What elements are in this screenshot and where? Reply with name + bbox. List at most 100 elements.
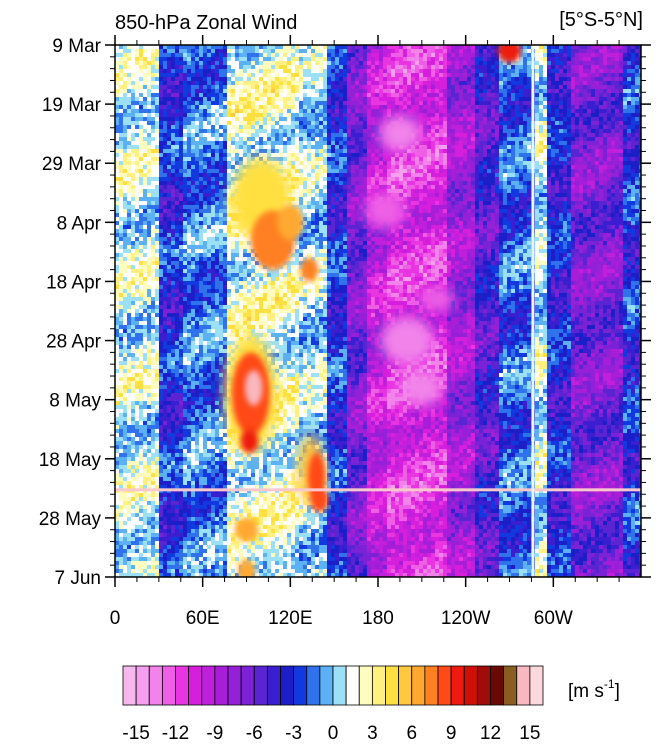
field-cell: [219, 233, 224, 238]
field-cell: [163, 433, 168, 438]
field-cell: [135, 209, 140, 214]
field-cell: [131, 201, 136, 206]
field-cell: [159, 261, 164, 266]
field-cell: [183, 573, 188, 577]
field-cell: [167, 297, 172, 302]
field-cell: [255, 65, 260, 70]
field-cell: [115, 149, 120, 154]
field-cell: [171, 273, 176, 278]
field-cell: [215, 181, 220, 186]
field-cell: [139, 153, 144, 158]
field-cell: [155, 193, 160, 198]
field-cell: [127, 549, 132, 554]
field-cell: [159, 237, 164, 242]
field-cell: [195, 265, 200, 270]
field-cell: [139, 193, 144, 198]
field-cell: [139, 477, 144, 482]
field-cell: [143, 169, 148, 174]
field-cell: [183, 289, 188, 294]
field-cell: [115, 349, 120, 354]
field-cell: [187, 537, 192, 542]
field-cell: [123, 189, 128, 194]
field-cell: [223, 149, 228, 154]
field-cell: [123, 381, 128, 386]
field-cell: [159, 161, 164, 166]
field-cell: [211, 97, 216, 102]
field-cell: [203, 313, 208, 318]
field-cell: [191, 293, 196, 298]
field-cell: [131, 353, 136, 358]
field-cell: [143, 477, 148, 482]
field-cell: [211, 149, 216, 154]
field-cell: [155, 149, 160, 154]
field-cell: [175, 257, 180, 262]
field-cell: [231, 309, 236, 314]
field-cell: [251, 61, 256, 66]
field-cell: [215, 457, 220, 462]
field-cell: [139, 329, 144, 334]
field-cell: [183, 513, 188, 518]
field-cell: [167, 437, 172, 442]
field-cell: [163, 325, 168, 330]
field-cell: [167, 137, 172, 142]
field-cell: [219, 537, 224, 542]
field-cell: [147, 217, 152, 222]
field-cell: [227, 213, 232, 218]
field-cell: [123, 377, 128, 382]
field-cell: [191, 277, 196, 282]
field-cell: [159, 209, 164, 214]
field-cell: [199, 393, 204, 398]
field-cell: [239, 161, 244, 166]
field-cell: [171, 69, 176, 74]
field-cell: [251, 497, 256, 502]
field-cell: [211, 109, 216, 114]
field-cell: [187, 273, 192, 278]
field-cell: [203, 381, 208, 386]
field-cell: [135, 109, 140, 114]
field-cell: [255, 537, 260, 542]
field-cell: [243, 153, 248, 158]
field-cell: [231, 269, 236, 274]
field-cell: [151, 333, 156, 338]
field-cell: [115, 501, 120, 506]
field-cell: [203, 549, 208, 554]
field-cell: [147, 365, 152, 370]
field-cell: [187, 113, 192, 118]
field-cell: [127, 265, 132, 270]
field-cell: [175, 45, 180, 50]
field-cell: [195, 413, 200, 418]
field-cell: [171, 549, 176, 554]
field-cell: [195, 221, 200, 226]
field-cell: [163, 405, 168, 410]
field-cell: [199, 209, 204, 214]
field-cell: [119, 65, 124, 70]
field-cell: [131, 313, 136, 318]
field-cell: [183, 345, 188, 350]
field-cell: [143, 261, 148, 266]
field-cell: [251, 273, 256, 278]
field-cell: [131, 453, 136, 458]
field-cell: [207, 397, 212, 402]
field-cell: [211, 289, 216, 294]
field-cell: [127, 161, 132, 166]
field-cell: [127, 433, 132, 438]
field-cell: [143, 257, 148, 262]
field-cell: [127, 45, 132, 50]
field-cell: [167, 373, 172, 378]
field-cell: [179, 321, 184, 326]
field-cell: [175, 325, 180, 330]
field-cell: [171, 485, 176, 490]
field-cell: [231, 305, 236, 310]
field-cell: [239, 257, 244, 262]
field-cell: [191, 457, 196, 462]
field-cell: [179, 249, 184, 254]
field-cell: [123, 65, 128, 70]
field-cell: [211, 449, 216, 454]
field-cell: [171, 505, 176, 510]
field-cell: [195, 401, 200, 406]
field-cell: [191, 541, 196, 546]
field-cell: [255, 141, 260, 146]
field-cell: [119, 177, 124, 182]
field-cell: [119, 253, 124, 258]
field-cell: [211, 137, 216, 142]
